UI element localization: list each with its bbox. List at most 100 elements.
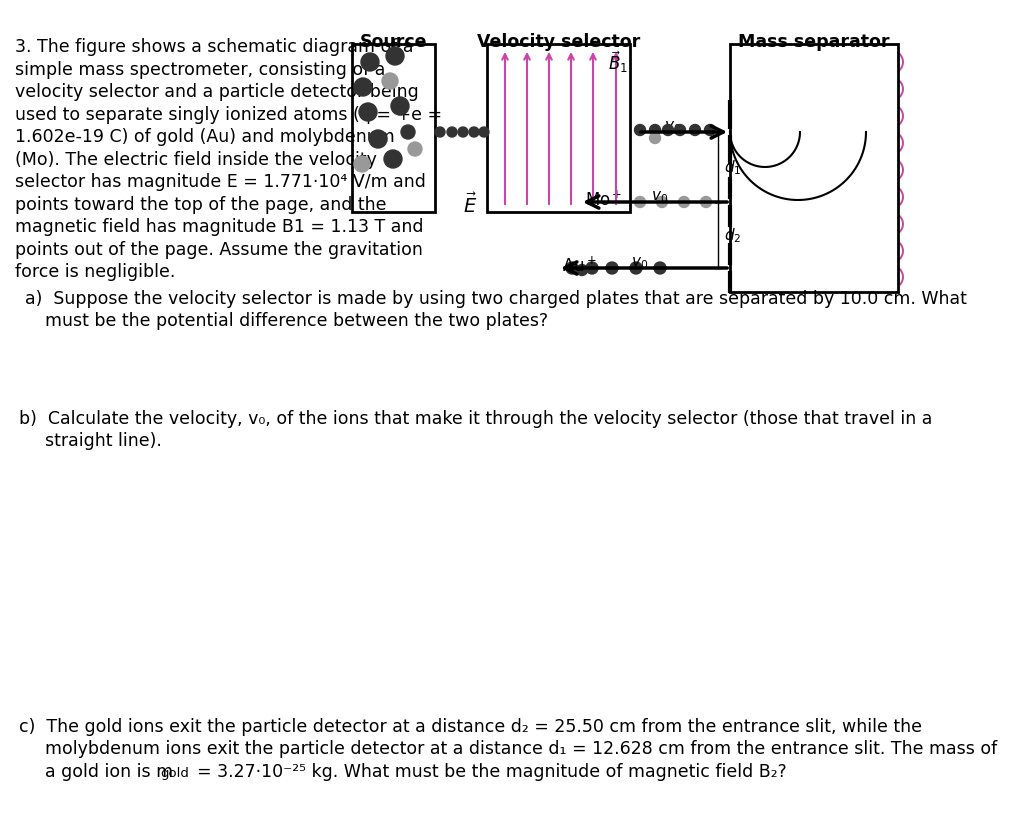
Circle shape [749, 60, 755, 66]
Circle shape [821, 60, 827, 66]
Circle shape [869, 87, 874, 93]
Text: must be the potential difference between the two plates?: must be the potential difference between… [45, 312, 548, 329]
Circle shape [354, 157, 370, 173]
Circle shape [613, 87, 618, 93]
Circle shape [630, 263, 642, 275]
Circle shape [354, 79, 372, 97]
Circle shape [546, 169, 552, 175]
Circle shape [845, 222, 851, 227]
Circle shape [566, 263, 578, 275]
Circle shape [663, 125, 674, 136]
Circle shape [845, 60, 851, 66]
Circle shape [590, 60, 596, 66]
Circle shape [546, 142, 552, 148]
Circle shape [773, 248, 779, 255]
Circle shape [869, 140, 874, 147]
Circle shape [749, 87, 755, 93]
Text: $d_1$: $d_1$ [724, 159, 741, 177]
Circle shape [889, 275, 895, 281]
Circle shape [773, 222, 779, 227]
Text: (Mo). The electric field inside the velocity: (Mo). The electric field inside the velo… [15, 150, 377, 168]
Text: Mo$^+$: Mo$^+$ [585, 190, 623, 209]
Circle shape [821, 168, 827, 174]
Circle shape [361, 54, 379, 72]
Circle shape [568, 87, 574, 93]
Circle shape [586, 263, 598, 275]
Circle shape [889, 222, 895, 227]
Circle shape [797, 275, 803, 281]
Circle shape [869, 114, 874, 120]
Circle shape [502, 169, 508, 175]
Circle shape [590, 87, 596, 93]
Text: selector has magnitude E = 1.771·10⁴ V/m and: selector has magnitude E = 1.771·10⁴ V/m… [15, 173, 426, 191]
Text: gold: gold [160, 766, 188, 779]
Circle shape [524, 87, 530, 93]
Circle shape [845, 140, 851, 147]
Circle shape [359, 104, 377, 122]
Circle shape [773, 195, 779, 201]
Circle shape [524, 114, 530, 120]
Text: Source: Source [359, 33, 427, 51]
Circle shape [689, 125, 700, 136]
Circle shape [797, 168, 803, 174]
Circle shape [546, 87, 552, 93]
Circle shape [613, 142, 618, 148]
Circle shape [797, 87, 803, 93]
Bar [352, 45, 435, 212]
Circle shape [524, 169, 530, 175]
Circle shape [502, 87, 508, 93]
Circle shape [773, 114, 779, 120]
Text: Velocity selector: Velocity selector [477, 33, 640, 51]
Circle shape [749, 195, 755, 201]
Circle shape [821, 248, 827, 255]
Circle shape [577, 265, 588, 276]
Circle shape [613, 169, 618, 175]
Text: 3. The figure shows a schematic diagram of a: 3. The figure shows a schematic diagram … [15, 38, 414, 56]
Circle shape [773, 87, 779, 93]
Circle shape [749, 222, 755, 227]
Circle shape [869, 248, 874, 255]
Circle shape [590, 169, 596, 175]
Text: a gold ion is m: a gold ion is m [45, 762, 173, 780]
Text: b)  Calculate the velocity, v₀, of the ions that make it through the velocity se: b) Calculate the velocity, v₀, of the io… [19, 409, 933, 427]
Circle shape [568, 142, 574, 148]
Circle shape [749, 275, 755, 281]
Circle shape [889, 195, 895, 201]
Circle shape [568, 114, 574, 120]
Circle shape [797, 140, 803, 147]
Circle shape [869, 275, 874, 281]
Circle shape [845, 275, 851, 281]
Circle shape [408, 143, 422, 157]
Circle shape [568, 169, 574, 175]
Circle shape [845, 195, 851, 201]
Circle shape [649, 125, 660, 136]
Circle shape [606, 263, 618, 275]
Circle shape [391, 98, 409, 116]
Circle shape [797, 248, 803, 255]
Circle shape [613, 60, 618, 66]
Text: c)  The gold ions exit the particle detector at a distance d₂ = 25.50 cm from th: c) The gold ions exit the particle detec… [19, 717, 922, 735]
Circle shape [401, 126, 415, 140]
Circle shape [749, 248, 755, 255]
Circle shape [382, 74, 398, 90]
Circle shape [845, 114, 851, 120]
Text: points out of the page. Assume the gravitation: points out of the page. Assume the gravi… [15, 240, 423, 258]
Circle shape [797, 60, 803, 66]
Circle shape [369, 131, 387, 149]
Circle shape [679, 197, 689, 208]
Circle shape [869, 60, 874, 66]
Text: Au$^+$: Au$^+$ [562, 256, 597, 275]
Text: a)  Suppose the velocity selector is made by using two charged plates that are s: a) Suppose the velocity selector is made… [25, 289, 967, 307]
Circle shape [458, 128, 468, 138]
Circle shape [384, 150, 402, 169]
Text: $v_0$: $v_0$ [665, 119, 682, 135]
Circle shape [821, 140, 827, 147]
Circle shape [889, 114, 895, 120]
Circle shape [435, 128, 445, 138]
Circle shape [845, 87, 851, 93]
Text: = 3.27·10⁻²⁵ kg. What must be the magnitude of magnetic field B₂?: = 3.27·10⁻²⁵ kg. What must be the magnit… [197, 762, 786, 780]
Circle shape [654, 263, 666, 275]
Text: velocity selector and a particle detector being: velocity selector and a particle detecto… [15, 83, 419, 101]
Circle shape [546, 114, 552, 120]
Text: force is negligible.: force is negligible. [15, 263, 175, 281]
